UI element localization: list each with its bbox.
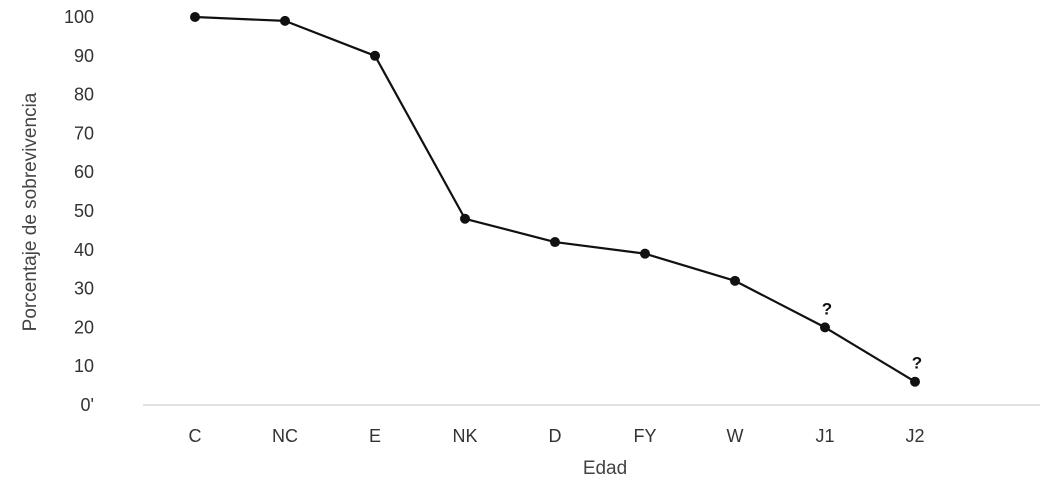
y-tick-label: 20 (74, 317, 94, 337)
y-tick-label: 0' (81, 395, 94, 415)
y-tick-label: 50 (74, 201, 94, 221)
data-point-fy (640, 248, 650, 259)
x-tick-label: J1 (815, 426, 834, 446)
series-line (194, 15, 916, 383)
y-tick-label: 30 (74, 279, 94, 299)
x-axis-title: Edad (583, 458, 627, 479)
data-point-d (550, 237, 560, 248)
data-point-e (370, 50, 380, 61)
data-point-w (730, 275, 740, 286)
y-tick-label: 10 (74, 356, 94, 376)
annotations: ?? (822, 299, 922, 372)
x-tick-label: NK (452, 426, 477, 446)
data-point-nk (460, 213, 470, 224)
y-axis-title: Porcentaje de sobrevivencia (20, 92, 41, 331)
y-axis-ticks: 0' 10 20 30 40 50 60 70 80 90 100 (64, 7, 94, 415)
y-tick-label: 60 (74, 162, 94, 182)
x-tick-label: W (727, 426, 744, 446)
data-point-c (190, 12, 200, 22)
annotation-j2: ? (912, 354, 922, 373)
x-tick-label: E (369, 426, 381, 446)
data-points (190, 12, 920, 387)
data-point-j2 (910, 376, 920, 387)
y-tick-label: 80 (74, 85, 94, 105)
x-tick-label: FY (633, 426, 656, 446)
y-tick-label: 90 (74, 46, 94, 66)
data-point-nc (280, 15, 290, 26)
x-tick-label: D (549, 426, 562, 446)
x-tick-label: C (189, 426, 202, 446)
x-tick-label: J2 (905, 426, 924, 446)
x-axis-ticks: C NC E NK D FY W J1 J2 (189, 426, 925, 446)
y-tick-label: 40 (74, 240, 94, 260)
x-tick-label: NC (272, 426, 298, 446)
data-point-j1 (820, 322, 830, 333)
annotation-j1: ? (822, 299, 832, 318)
y-tick-label: 100 (64, 7, 94, 27)
y-tick-label: 70 (74, 123, 94, 143)
